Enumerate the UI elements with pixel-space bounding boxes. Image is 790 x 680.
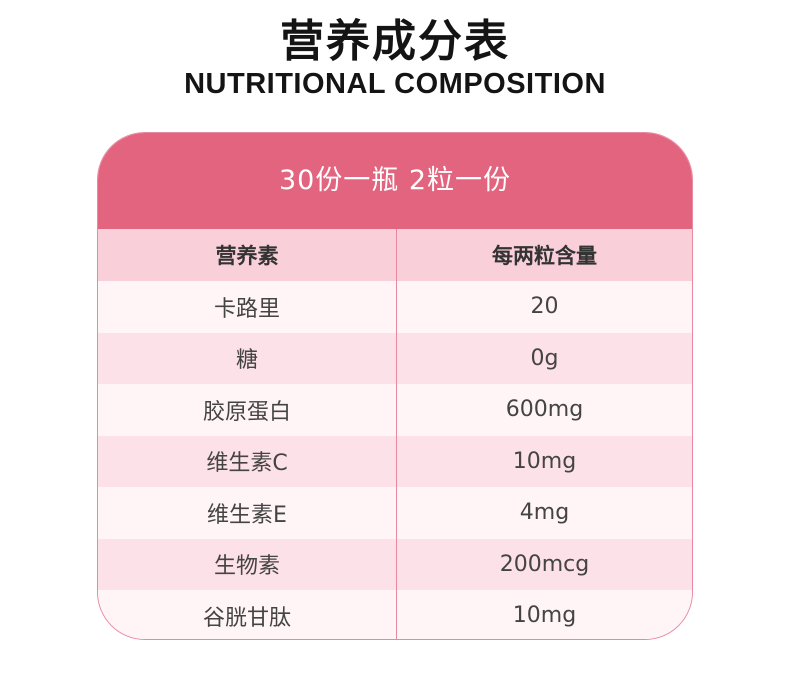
amount-cell: 10mg	[512, 448, 577, 474]
header-nutrient: 营养素	[98, 229, 397, 281]
nutrient-cell: 维生素E	[98, 487, 397, 539]
amount-cell: 200mcg	[499, 551, 590, 577]
nutrient-cell: 糖	[98, 332, 397, 384]
nutrient-cell: 维生素C	[98, 435, 397, 487]
amount-cell: 600mg	[505, 397, 584, 423]
nutrient-cell: 谷胱甘肽	[98, 590, 397, 639]
table-header-row: 营养素 每两粒含量	[98, 229, 692, 281]
table-row: 维生素C 10mg	[98, 435, 692, 487]
nutrient-cell: 生物素	[98, 538, 397, 590]
table-row: 糖 0g	[98, 332, 692, 384]
nutrition-table-card: 30份一瓶 2粒一份 营养素 每两粒含量 卡路里 20 糖 0g 胶原蛋白 60…	[97, 132, 693, 640]
table-row: 胶原蛋白 600mg	[98, 384, 692, 436]
nutrition-table: 营养素 每两粒含量 卡路里 20 糖 0g 胶原蛋白 600mg 维生素C 10…	[98, 229, 692, 639]
nutrient-cell: 卡路里	[98, 281, 397, 333]
page-title: 营养成分表	[280, 16, 510, 67]
table-row: 维生素E 4mg	[98, 487, 692, 539]
amount-cell: 0g	[530, 345, 559, 371]
table-row: 卡路里 20	[98, 281, 692, 333]
amount-cell: 4mg	[519, 500, 570, 526]
page-subtitle: NUTRITIONAL COMPOSITION	[184, 68, 606, 100]
table-row: 谷胱甘肽 10mg	[98, 590, 692, 639]
nutrient-cell: 胶原蛋白	[98, 384, 397, 436]
amount-cell: 10mg	[512, 603, 577, 629]
table-row: 生物素 200mcg	[98, 538, 692, 590]
amount-cell: 20	[530, 294, 559, 320]
serving-info: 30份一瓶 2粒一份	[98, 133, 692, 229]
header-amount: 每两粒含量	[492, 244, 597, 268]
